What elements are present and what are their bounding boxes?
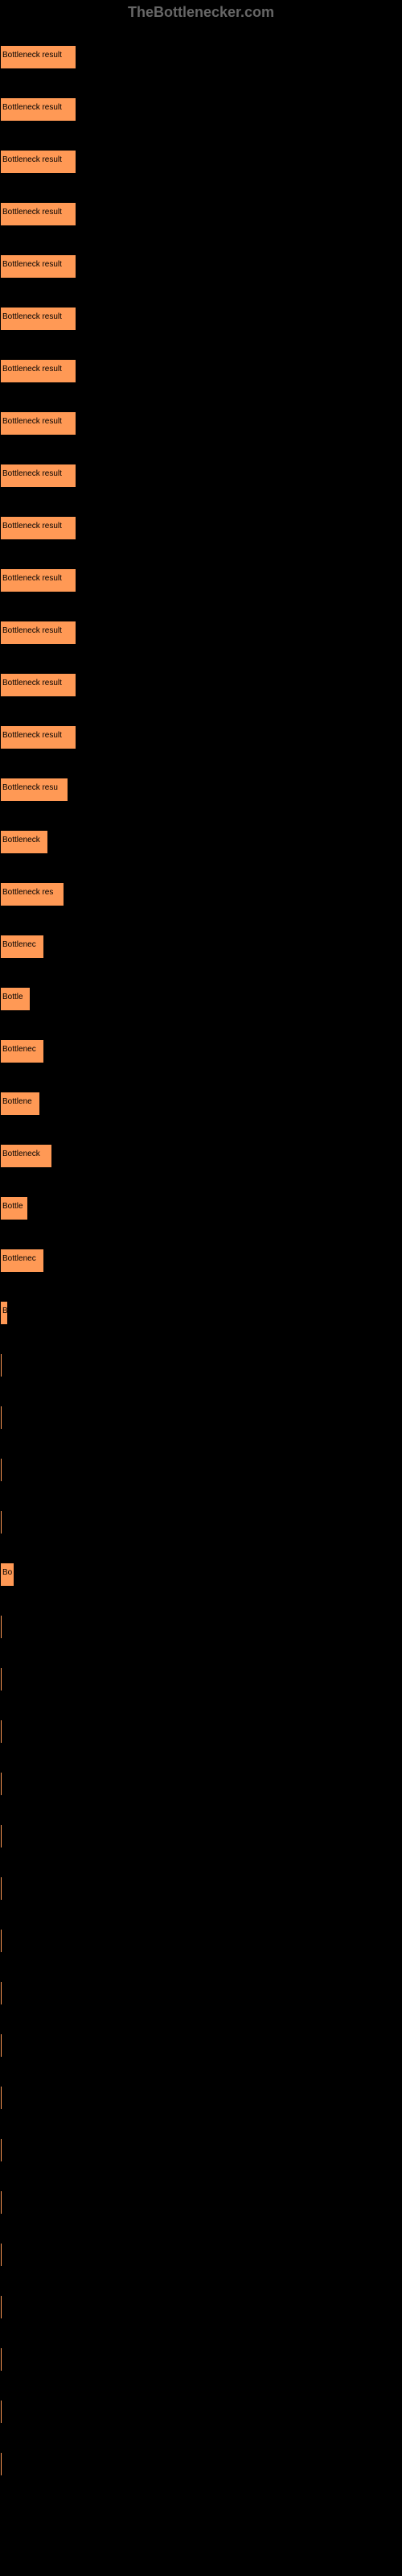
bar-row: Bottleneck result: [0, 242, 402, 291]
bar-row: [0, 1864, 402, 1913]
bar-row: [0, 1603, 402, 1651]
bar-label: Bottleneck result: [2, 103, 62, 112]
bar: [0, 2347, 2, 2372]
bar-row: Bottlene: [0, 1080, 402, 1128]
bar-label: Bottlenec: [2, 1254, 36, 1263]
bar: [0, 1719, 2, 1744]
bar-row: Bo: [0, 1550, 402, 1599]
bar-label: Bottlene: [2, 1097, 32, 1106]
bar-label: Bottleneck res: [2, 888, 53, 897]
bar-row: Bottleneck result: [0, 661, 402, 709]
bar: [0, 1353, 2, 1377]
bar-label: Bottleneck result: [2, 365, 62, 374]
bar-label: Bottleneck result: [2, 469, 62, 478]
bar-label: Bottleneck result: [2, 626, 62, 635]
bar-label: Bottleneck resu: [2, 783, 58, 792]
bar-row: Bottleneck: [0, 1132, 402, 1180]
bar-row: B: [0, 1289, 402, 1337]
bar-row: Bottleneck: [0, 818, 402, 866]
bar: [0, 2138, 2, 2162]
bar-row: Bottleneck res: [0, 870, 402, 919]
bar: [0, 1406, 2, 1430]
bar-row: Bottle: [0, 1184, 402, 1232]
bar-row: Bottleneck result: [0, 33, 402, 81]
bar-label: Bottlenec: [2, 940, 36, 949]
bar-row: Bottleneck result: [0, 504, 402, 552]
bar-row: Bottlenec: [0, 923, 402, 971]
bar-row: [0, 2074, 402, 2122]
bar-label: Bottle: [2, 993, 23, 1001]
bar-row: [0, 2388, 402, 2436]
bar: [0, 1929, 2, 1953]
bar-label: Bottleneck result: [2, 260, 62, 269]
bar-label: Bottleneck result: [2, 312, 62, 321]
bar-row: Bottleneck result: [0, 295, 402, 343]
bar: [0, 2086, 2, 2110]
bar-row: Bottleneck resu: [0, 766, 402, 814]
bar-row: [0, 1393, 402, 1442]
bar-label: Bottleneck result: [2, 574, 62, 583]
bar-label: Bo: [2, 1568, 12, 1577]
bar-row: Bottleneck result: [0, 138, 402, 186]
bar-label: Bottleneck: [2, 836, 40, 844]
bar: [0, 2190, 2, 2215]
bar-label: Bottlenec: [2, 1045, 36, 1054]
bar-row: Bottlenec: [0, 1236, 402, 1285]
bar-row: Bottleneck result: [0, 347, 402, 395]
bar-row: Bottleneck result: [0, 713, 402, 762]
bar-label: Bottleneck result: [2, 208, 62, 217]
bar: [0, 1824, 2, 1848]
bar-row: [0, 1969, 402, 2017]
bar-label: Bottleneck result: [2, 679, 62, 687]
bar: [0, 1510, 2, 1534]
bar-row: Bottlenec: [0, 1027, 402, 1075]
bar-row: [0, 1812, 402, 1860]
bar: [0, 1458, 2, 1482]
bar: [0, 2295, 2, 2319]
bar-row: [0, 2231, 402, 2279]
bar: [0, 2033, 2, 2058]
bar-row: [0, 1498, 402, 1546]
bar-row: [0, 1341, 402, 1389]
bar-row: Bottleneck result: [0, 452, 402, 500]
bar-row: Bottleneck result: [0, 399, 402, 448]
bar-label: Bottleneck result: [2, 51, 62, 60]
bar-row: Bottleneck result: [0, 556, 402, 605]
chart-container: Bottleneck result Bottleneck result Bottle…: [0, 25, 402, 2500]
header: TheBottlenecker.com: [0, 0, 402, 25]
bar-label: Bottleneck result: [2, 522, 62, 530]
bar: [0, 2452, 2, 2476]
bar-row: [0, 1707, 402, 1756]
bar-row: [0, 2335, 402, 2384]
bar: [0, 2400, 2, 2424]
bar-row: Bottleneck result: [0, 85, 402, 134]
bar-label: Bottleneck result: [2, 155, 62, 164]
bar-label: Bottleneck result: [2, 731, 62, 740]
bar-label: Bottleneck: [2, 1150, 40, 1158]
bar: [0, 1667, 2, 1691]
bar-row: Bottleneck result: [0, 609, 402, 657]
bar-label: Bottle: [2, 1202, 23, 1211]
header-title: TheBottlenecker.com: [128, 4, 274, 20]
bar-row: [0, 1446, 402, 1494]
bar: [0, 1615, 2, 1639]
bar-row: Bottleneck result: [0, 190, 402, 238]
bar-row: [0, 2440, 402, 2488]
bar-row: [0, 2126, 402, 2174]
bar-row: [0, 1917, 402, 1965]
bar-row: [0, 1760, 402, 1808]
bar-row: [0, 2283, 402, 2331]
bar: [0, 2243, 2, 2267]
bar-row: [0, 2178, 402, 2227]
bar-row: Bottle: [0, 975, 402, 1023]
bar-row: [0, 2021, 402, 2070]
bar-label: B: [2, 1307, 8, 1315]
bar: [0, 1981, 2, 2005]
bar-label: Bottleneck result: [2, 417, 62, 426]
bar: [0, 1772, 2, 1796]
bar-row: [0, 1655, 402, 1703]
bar: [0, 1876, 2, 1901]
